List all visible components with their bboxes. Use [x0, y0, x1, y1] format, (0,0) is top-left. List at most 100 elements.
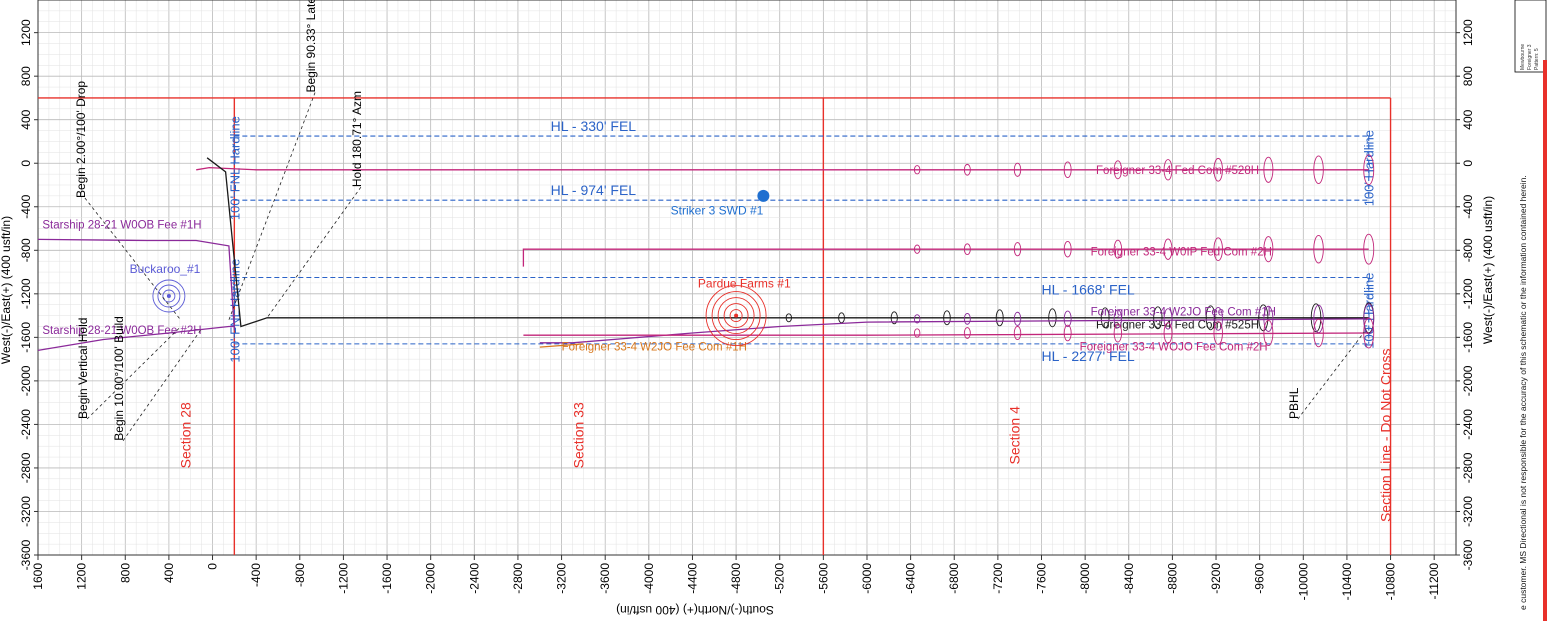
well-path — [206, 157, 1369, 328]
disclaimer-strip: Mewbourne Foreigner 3 Pattern: 5 e custo… — [1514, 0, 1547, 621]
offset-wells: Buckaroo_#1 Pardue Farms #1 Striker 3 SWD … — [130, 189, 791, 347]
x-tick-label: -400 — [249, 563, 263, 587]
x-tick-label: -2400 — [467, 563, 481, 594]
hardline-label: HL - 1668' FEL — [1042, 282, 1135, 298]
x-tick-label: 400 — [162, 563, 176, 583]
uncertainty-ellipse — [963, 163, 971, 176]
uncertainty-ellipse — [1213, 237, 1223, 262]
uncertainty-ellipse — [1013, 325, 1022, 341]
hardline-label: 100' Hardline — [1362, 130, 1377, 206]
y-axis-label-right: West(-)/East(+) (400 usft/in) — [1481, 196, 1495, 344]
well-path — [539, 318, 1369, 344]
uncertainty-ellipse — [1063, 240, 1072, 258]
x-tick-label: -2000 — [424, 563, 438, 594]
hardline-label: 100' FNL Hardline — [227, 116, 242, 220]
uncertainty-ellipse — [1113, 160, 1123, 180]
y-tick-label-left: -800 — [19, 238, 33, 262]
stamp-box — [1514, 0, 1547, 73]
uncertainty-ellipse — [1313, 318, 1324, 348]
well-path — [37, 325, 235, 352]
y-tick-label-left: 0 — [19, 160, 33, 167]
plot-labels: Begin 2.00°/100' Drop Begin Vertical Hold… — [74, 0, 1365, 441]
well-label: Striker 3 SWD #1 — [671, 203, 764, 217]
uncertainty-ellipse — [1263, 319, 1274, 347]
uncertainty-ellipse — [890, 311, 898, 325]
uncertainty-ellipse — [943, 310, 951, 326]
well-paths: Foreigner 33-4 Fed Com #528H Foreigner 33… — [37, 154, 1375, 353]
y-tick-label-right: -3600 — [1461, 539, 1475, 570]
survey-plot: 1600 1200 800 400 0 -400 -800 -1200 -1600 -2000 -2… — [0, 0, 1495, 617]
well-ring — [717, 297, 755, 335]
x-tick-label: -6800 — [947, 563, 961, 594]
well-ring — [729, 309, 743, 323]
uncertainty-ellipse — [913, 165, 921, 175]
uncertainty-ellipse — [1205, 305, 1216, 331]
uncertainty-ellipse — [1063, 310, 1072, 328]
uncertainty-ellipse — [1163, 308, 1173, 330]
x-tick-label: -4000 — [642, 563, 656, 594]
well-path-label: Foreigner 33-4 W2JO Fee Com #1H — [562, 341, 747, 353]
x-tick-label: -10000 — [1296, 563, 1310, 601]
x-tick-label: 1600 — [31, 563, 45, 590]
x-tick-label: -8800 — [1165, 563, 1179, 594]
well-path-label: Foreigner 33-4 Fed Com #528H — [1096, 165, 1259, 177]
well-label: Pardue Farms #1 — [698, 276, 791, 290]
x-tick-label: -800 — [293, 563, 307, 587]
x-tick-label: -4800 — [729, 563, 743, 594]
uncertainty-ellipse — [1063, 161, 1072, 179]
x-tick-label: -7600 — [1035, 563, 1049, 594]
x-tick-label: -9200 — [1209, 563, 1223, 594]
y-tick-label-left: -3600 — [19, 539, 33, 570]
red-margin-bar — [1543, 60, 1547, 621]
uncertainty-ellipse — [1310, 303, 1322, 333]
uncertainty-ellipse — [1163, 159, 1173, 181]
x-tick-label: -9600 — [1253, 563, 1267, 594]
well-path-label: Foreigner 33-4 WOJO Fee Com #2H — [1080, 341, 1268, 353]
section-lines: Section 28 Section 33 Section 4 Section Lin… — [38, 97, 1394, 555]
annotation-leader — [84, 197, 181, 320]
y-tick-label-left: -2400 — [19, 409, 33, 440]
uncertainty-ellipse — [1153, 306, 1163, 330]
uncertainty-ellipse — [963, 327, 971, 339]
y-tick-label-right: 800 — [1461, 66, 1475, 86]
x-tick-label: -1200 — [336, 563, 350, 594]
well-path-label: Foreigner 33-4 Fed Com #525H — [1096, 320, 1259, 332]
uncertainty-ellipse — [1363, 303, 1375, 335]
y-tick-label-left: 1200 — [19, 19, 33, 46]
y-tick-label-left: -1200 — [19, 278, 33, 309]
plot-axes: 1600 1200 800 400 0 -400 -800 -1200 -1600 -2000 -2… — [19, 0, 1475, 600]
y-tick-label-right: -800 — [1461, 238, 1475, 262]
y-tick-label-left: 400 — [19, 109, 33, 129]
x-tick-label: -5600 — [816, 563, 830, 594]
well-ring — [162, 289, 176, 303]
annotation-leader — [266, 186, 362, 318]
x-tick-label: -8400 — [1122, 563, 1136, 594]
section-label: Section Line - Do Not Cross — [1378, 349, 1394, 523]
y-tick-label-right: -2800 — [1461, 452, 1475, 483]
x-tick-label: -6400 — [904, 563, 918, 594]
x-tick-label: -11200 — [1427, 563, 1441, 600]
y-tick-label-right: -1600 — [1461, 322, 1475, 353]
well-path-label: Foreigner 33-4 W2JO Fee Com #1H — [1091, 307, 1276, 319]
x-tick-label: -10800 — [1384, 563, 1398, 601]
annotation-text: Begin 2.00°/100' Drop — [74, 81, 88, 198]
uncertainty-ellipse — [1263, 305, 1274, 332]
x-tick-label: -5200 — [773, 563, 787, 594]
y-tick-label-right: 400 — [1461, 109, 1475, 129]
stamp-line-1: Mewbourne — [1520, 44, 1526, 70]
hardline-label: 100' FNL Hardline — [227, 259, 242, 363]
uncertainty-ellipse — [1213, 321, 1223, 345]
x-tick-label: -2800 — [511, 563, 525, 594]
y-tick-label-left: -400 — [19, 194, 33, 218]
uncertainty-ellipse — [1063, 324, 1072, 342]
uncertainty-ellipse — [1313, 155, 1324, 185]
x-tick-label: -3600 — [598, 563, 612, 594]
uncertainty-ellipse — [1163, 238, 1173, 260]
well-path — [37, 238, 235, 330]
well-label: Buckaroo_#1 — [130, 262, 201, 276]
hardline-label: HL - 2277' FEL — [1042, 348, 1135, 364]
well-ring — [157, 284, 181, 308]
y-axis-label-left: West(-)/East(+) (400 usft/in) — [0, 216, 13, 364]
y-tick-label-right: -400 — [1461, 194, 1475, 218]
uncertainty-ellipse — [1113, 239, 1123, 259]
